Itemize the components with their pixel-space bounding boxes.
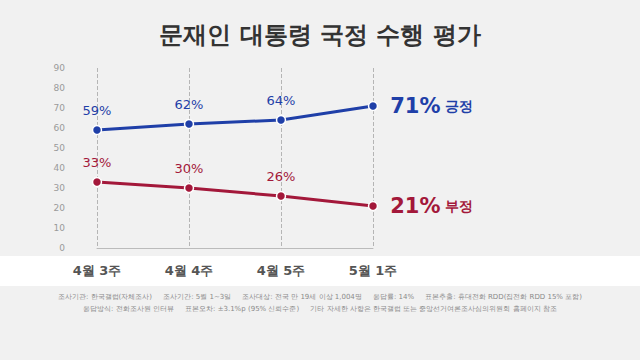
svg-text:문재인 대통령 국정 수행 평가: 문재인 대통령 국정 수행 평가 (159, 21, 480, 49)
svg-text:20: 20 (54, 203, 66, 213)
svg-text:4월 4주: 4월 4주 (165, 263, 214, 278)
svg-text:조사기관: 한국갤럽(자체조사) 조사기간: 5월: 조사기관: 한국갤럽(자체조사) 조사기간: 5월 1~3일 조사대상: 전국 … (58, 293, 582, 301)
svg-text:64%: 64% (267, 93, 296, 108)
svg-text:5월 1주: 5월 1주 (349, 263, 398, 278)
svg-text:21%: 21% (390, 194, 440, 218)
svg-text:80: 80 (54, 83, 66, 93)
svg-text:71%: 71% (390, 94, 440, 118)
svg-text:30%: 30% (175, 161, 204, 176)
svg-text:40: 40 (54, 163, 66, 173)
svg-text:59%: 59% (83, 103, 112, 118)
svg-text:4월 3주: 4월 3주 (73, 263, 122, 278)
svg-text:62%: 62% (175, 97, 204, 112)
svg-text:4월 5주: 4월 5주 (257, 263, 306, 278)
svg-text:응답방식: 전화조사원 인터뷰 표본오차: ±3.1: 응답방식: 전화조사원 인터뷰 표본오차: ±3.1%p (95% 신뢰수준) … (83, 305, 557, 313)
svg-text:90: 90 (54, 63, 66, 73)
svg-text:26%: 26% (267, 169, 296, 184)
svg-text:50: 50 (54, 143, 66, 153)
svg-text:부정: 부정 (445, 198, 473, 214)
svg-text:60: 60 (54, 123, 66, 133)
svg-text:긍정: 긍정 (445, 98, 473, 114)
svg-text:0: 0 (59, 243, 65, 253)
svg-text:70: 70 (54, 103, 66, 113)
svg-text:33%: 33% (83, 155, 112, 170)
svg-text:10: 10 (54, 223, 66, 233)
svg-text:30: 30 (54, 183, 66, 193)
